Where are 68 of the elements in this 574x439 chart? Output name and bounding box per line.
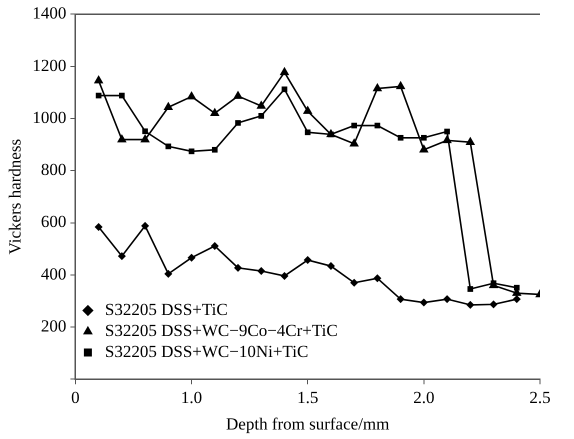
point	[142, 128, 148, 134]
point	[396, 295, 405, 304]
point	[419, 144, 429, 153]
point	[186, 91, 196, 100]
point	[326, 262, 335, 270]
point	[94, 222, 103, 231]
y-tick-label: 400	[40, 264, 66, 284]
point	[398, 134, 404, 141]
y-tick-label: 200	[40, 316, 66, 336]
point	[349, 138, 359, 147]
legend-label: S32205 DSS+WC−9Co−4Cr+TiC	[104, 320, 338, 340]
point	[350, 278, 358, 287]
legend-label: S32205 DSS+WC−10Ni+TiC	[104, 342, 308, 361]
x-tick-label: 2.0	[413, 388, 434, 407]
x-tick-label: 0	[71, 388, 80, 407]
x-tick-label: 2.5	[529, 388, 551, 407]
point	[466, 136, 476, 145]
point	[351, 122, 357, 128]
y-tick-label: 800	[40, 160, 66, 180]
point	[256, 100, 266, 109]
point	[374, 122, 380, 128]
point	[373, 274, 382, 282]
y-tick-label: 1200	[32, 56, 66, 75]
point	[234, 264, 242, 272]
point	[118, 252, 126, 260]
point	[396, 80, 406, 90]
y-axis-title: Vickers hardness	[6, 138, 25, 254]
point	[280, 272, 288, 280]
point	[188, 254, 196, 262]
point	[117, 134, 127, 142]
point	[302, 106, 312, 114]
point	[96, 92, 102, 98]
point	[304, 129, 311, 136]
point	[304, 256, 312, 264]
point	[233, 90, 243, 99]
point	[372, 83, 382, 92]
legend-label: S32205 DSS+TiC	[104, 300, 228, 319]
point	[490, 300, 498, 308]
point	[421, 134, 427, 141]
point	[235, 120, 241, 126]
point	[141, 222, 150, 230]
point	[512, 295, 521, 304]
point	[258, 113, 264, 119]
point	[420, 298, 428, 307]
point	[140, 134, 150, 142]
point	[442, 134, 452, 144]
point	[212, 146, 218, 153]
point	[165, 144, 172, 150]
y-tick-label: 1400	[32, 4, 66, 23]
point	[467, 286, 474, 292]
point	[443, 295, 452, 304]
point	[210, 242, 219, 250]
point	[466, 300, 474, 309]
point	[444, 128, 450, 134]
point	[164, 102, 174, 110]
point	[94, 75, 104, 84]
y-tick-label: 600	[40, 212, 66, 232]
point	[282, 86, 288, 92]
x-axis-title: Depth from surface/mm	[226, 414, 390, 434]
x-tick-label: 1.0	[180, 388, 202, 407]
point	[119, 92, 125, 98]
point	[164, 270, 172, 278]
point	[210, 108, 220, 116]
x-tick-label: 1.5	[297, 388, 318, 407]
point	[257, 267, 266, 276]
y-tick-label: 1000	[32, 108, 66, 127]
point	[280, 66, 290, 76]
point	[188, 148, 194, 154]
